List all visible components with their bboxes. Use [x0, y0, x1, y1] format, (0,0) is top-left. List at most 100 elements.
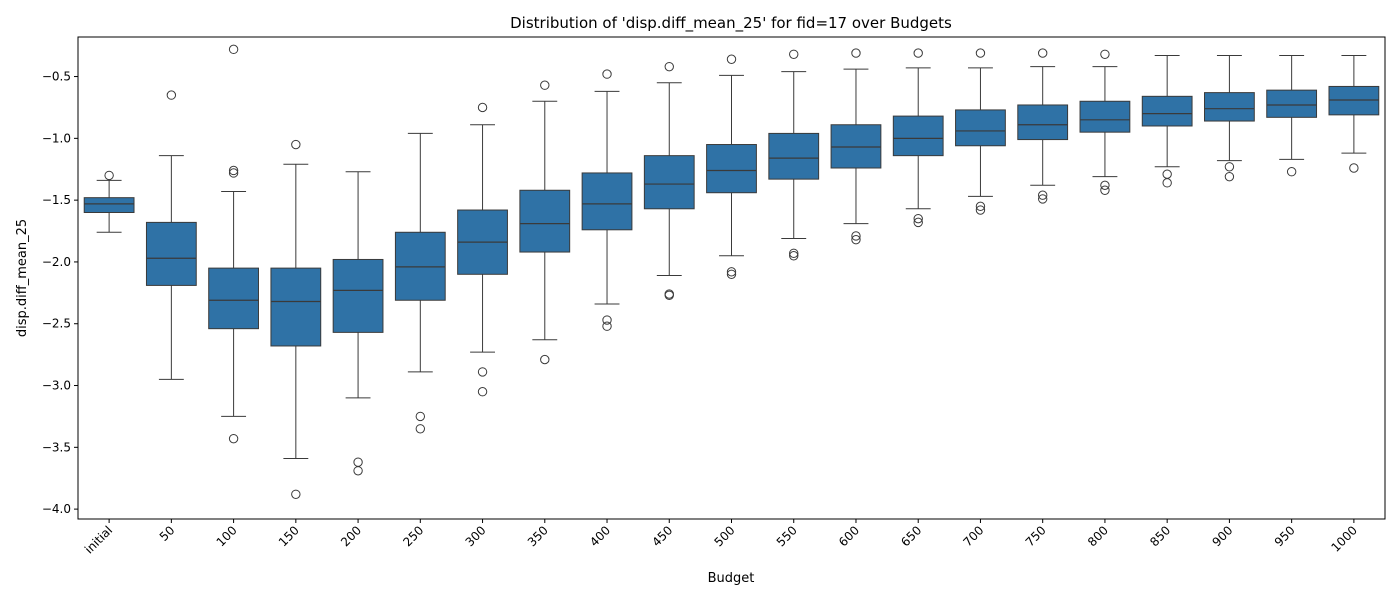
x-tick-label: 500 [712, 523, 738, 549]
iqr-box [643, 155, 695, 210]
iqr-box [955, 109, 1006, 147]
iqr-box [768, 132, 820, 180]
box-150 [270, 139, 322, 499]
iqr-box [706, 144, 757, 194]
x-tick-label: 450 [649, 523, 675, 549]
x-tick-label: 600 [836, 523, 862, 549]
x-axis: initial 50 100 150 200 250 300 350 400 450 500 550 6… [82, 519, 1360, 556]
outlier-point [353, 466, 363, 476]
outlier-point [228, 165, 239, 176]
box-600 [830, 48, 882, 245]
x-tick-label: 850 [1147, 523, 1173, 549]
iqr-box [332, 258, 384, 333]
outlier-point [851, 48, 861, 58]
x-tick-label: 50 [157, 523, 178, 544]
iqr-box [1266, 89, 1318, 118]
y-tick-label: −1.5 [42, 193, 71, 207]
outlier-point [228, 168, 239, 178]
outlier-point [789, 248, 799, 258]
outlier-point [228, 433, 239, 444]
iqr-box [145, 221, 197, 286]
iqr-box [208, 267, 259, 330]
outlier-point [664, 290, 674, 301]
outlier-point [664, 61, 674, 72]
outlier-point [1286, 167, 1297, 177]
x-axis-label: Budget [708, 571, 755, 586]
outlier-point [726, 269, 737, 279]
outlier-point [602, 69, 612, 79]
box-650 [892, 48, 944, 228]
outlier-point [1037, 194, 1048, 204]
y-tick-label: −0.5 [42, 70, 71, 84]
outlier-point [975, 201, 986, 212]
box-800 [1079, 49, 1131, 195]
iqr-box [394, 231, 446, 301]
outlier-point [477, 102, 488, 113]
box-750 [1017, 48, 1069, 204]
x-tick-label: 300 [463, 523, 489, 549]
x-tick-label: initial [82, 523, 115, 556]
outlier-point [1162, 178, 1172, 188]
x-tick-label: 950 [1272, 523, 1298, 549]
y-tick-label: −2.5 [42, 317, 71, 331]
outlier-point [1100, 185, 1110, 195]
iqr-box [83, 197, 135, 213]
box-300 [457, 102, 508, 397]
outlier-point [851, 231, 861, 241]
box-initial [83, 170, 135, 233]
y-axis: −4.0 −3.5 −3.0 −2.5 −2.0 −1.5 −1.0 −0.5 [42, 70, 78, 516]
iqr-box [1141, 95, 1193, 127]
x-tick-label: 150 [276, 523, 302, 549]
x-tick-label: 800 [1085, 523, 1111, 549]
y-tick-label: −3.0 [42, 379, 71, 393]
box-500 [706, 54, 757, 279]
box-50 [145, 90, 197, 380]
outlier-point [602, 321, 612, 331]
outlier-point [166, 90, 177, 100]
x-tick-label: 750 [1023, 523, 1049, 549]
outlier-point [1349, 163, 1359, 173]
box-900 [1204, 55, 1255, 182]
outlier-point [415, 411, 426, 422]
iqr-box [1204, 92, 1255, 122]
y-tick-label: −1.0 [42, 131, 71, 145]
iqr-box [892, 115, 944, 157]
outlier-point [975, 48, 986, 58]
outlier-point [540, 354, 550, 365]
outlier-point [1100, 49, 1110, 60]
outlier-point [602, 315, 612, 325]
x-tick-label: 700 [960, 523, 986, 549]
plot-area [83, 44, 1380, 499]
iqr-box [1017, 104, 1069, 141]
box-350 [519, 80, 571, 365]
outlier-point [975, 205, 986, 215]
outlier-point [913, 213, 923, 224]
iqr-box [1328, 85, 1380, 116]
outlier-point [477, 367, 488, 377]
outlier-point [1224, 171, 1235, 182]
box-250 [394, 132, 446, 434]
box-200 [332, 171, 384, 476]
outlier-point [477, 387, 488, 397]
outlier-point [851, 234, 861, 245]
box-950 [1266, 55, 1318, 177]
plot-frame [77, 36, 1386, 520]
x-tick-label: 200 [338, 523, 364, 549]
outlier-point [228, 44, 239, 55]
outlier-point [540, 80, 550, 90]
x-tick-label: 900 [1209, 523, 1235, 549]
x-tick-label: 550 [774, 523, 800, 549]
outlier-point [1037, 48, 1048, 58]
iqr-box [1079, 100, 1131, 133]
outlier-point [789, 251, 799, 261]
outlier-point [1162, 169, 1172, 179]
box-1000 [1328, 55, 1380, 173]
outlier-point [104, 170, 114, 181]
chart-title: Distribution of 'disp.diff_mean_25' for … [510, 14, 952, 33]
outlier-point [353, 457, 363, 467]
iqr-box [830, 124, 882, 169]
outlier-point [1100, 180, 1110, 191]
y-axis-label: disp.diff_mean_25 [15, 219, 30, 337]
y-tick-label: −2.0 [42, 255, 71, 269]
outlier-point [913, 48, 923, 58]
